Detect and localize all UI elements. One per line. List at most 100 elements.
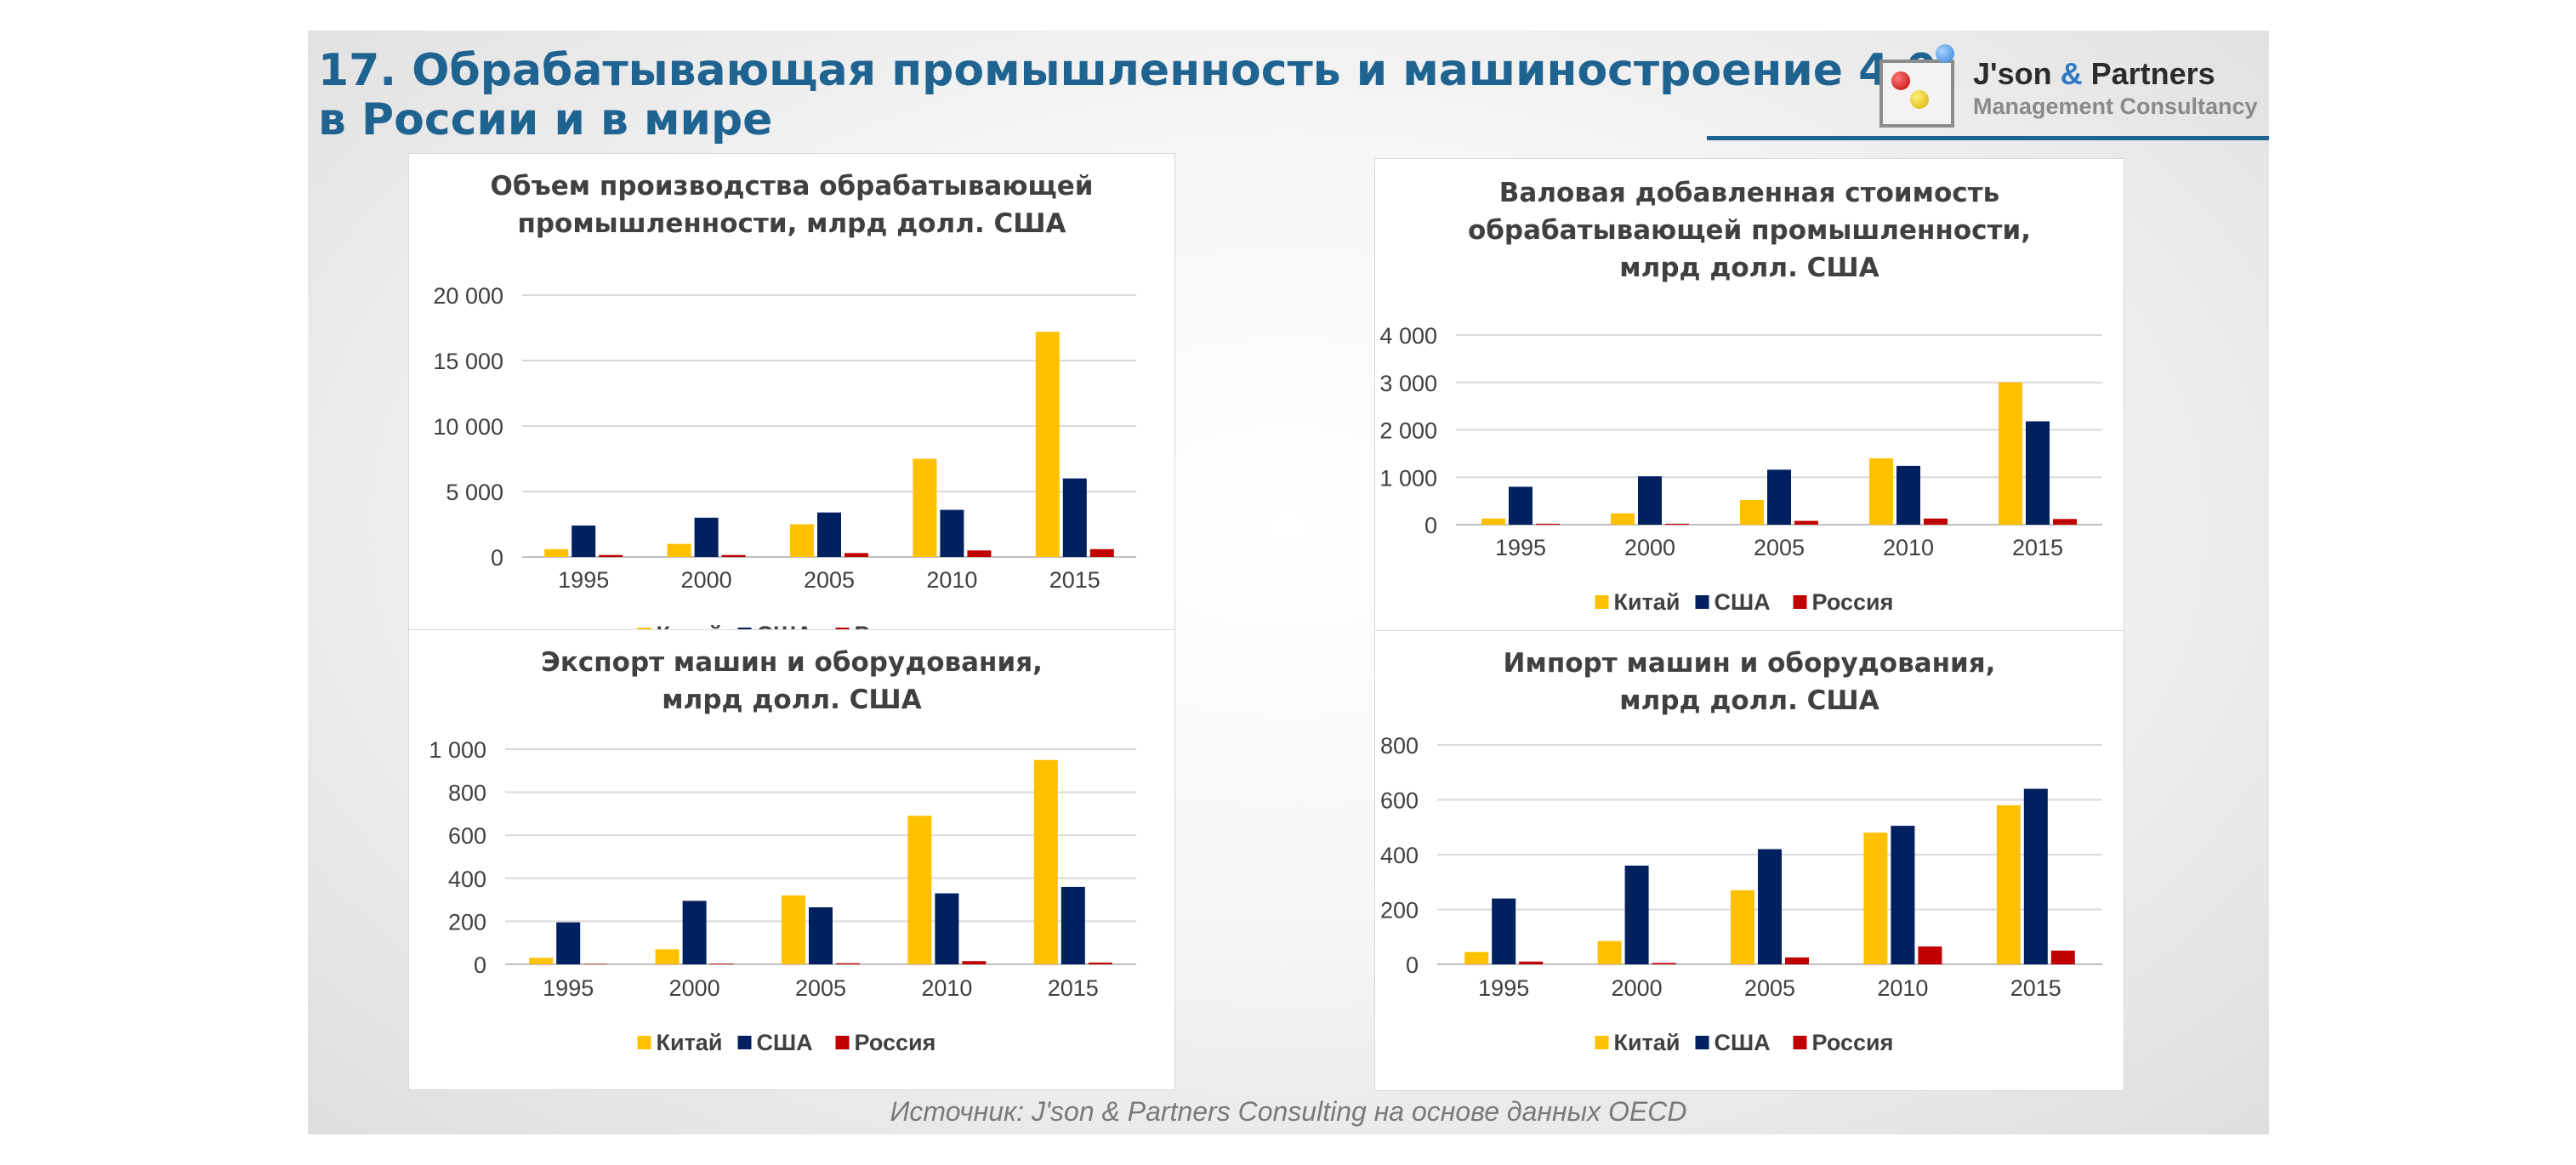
bar-usa — [1638, 476, 1662, 525]
bar-usa — [694, 517, 719, 557]
chart-title-line: млрд долл. США — [1619, 253, 1879, 283]
bar-china — [782, 895, 805, 964]
bar-usa — [2023, 788, 2048, 964]
bar-usa — [1061, 886, 1085, 964]
legend-label: Россия — [855, 1030, 936, 1055]
bar-usa — [571, 526, 596, 557]
bar-china — [655, 949, 680, 964]
x-tick-label: 2010 — [1877, 975, 1928, 1001]
y-tick-label: 0 — [1424, 513, 1437, 538]
bar-russia — [1918, 946, 1942, 964]
bar-russia — [1652, 963, 1676, 964]
logo-company-name: J'son & Partners — [1973, 56, 2215, 92]
bar-russia — [709, 963, 734, 964]
legend-label: Россия — [855, 622, 936, 630]
bar-russia — [1519, 961, 1544, 964]
logo-name-ampersand: & — [2060, 56, 2083, 91]
blue-ball-icon — [1936, 44, 1954, 63]
chart-production-volume-svg: Объем производства обрабатывающей промышл… — [433, 171, 1136, 630]
yellow-ball-icon — [1910, 90, 1929, 109]
legend-swatch-china — [637, 1036, 651, 1049]
bar-usa — [1891, 826, 1915, 964]
legend-label: Китай — [1614, 1030, 1680, 1055]
y-tick-label: 400 — [1380, 843, 1419, 868]
bar-china — [1740, 500, 1764, 525]
legend-label: США — [757, 1030, 813, 1055]
bar-china — [907, 816, 932, 964]
bar-china — [1731, 889, 1754, 964]
bar-usa — [940, 509, 964, 557]
x-tick-label: 2015 — [2010, 975, 2061, 1001]
bar-russia — [844, 553, 868, 557]
bar-usa — [1509, 486, 1533, 525]
red-ball-icon — [1891, 71, 1910, 90]
bar-usa — [682, 901, 707, 964]
bar-china — [1611, 513, 1635, 525]
bar-russia — [721, 554, 746, 557]
y-tick-label: 1 000 — [1379, 465, 1437, 491]
bar-russia — [967, 550, 992, 557]
x-tick-label: 2015 — [1049, 567, 1100, 593]
chart-title-line: млрд долл. США — [662, 685, 921, 715]
legend-label: Россия — [1812, 1030, 1894, 1055]
legend-swatch-russia — [1793, 595, 1807, 609]
y-tick-label: 0 — [474, 952, 486, 978]
y-tick-label: 10 000 — [433, 414, 503, 440]
chart-machinery-import-svg: Импорт машин и оборудования, млрд долл. С… — [1380, 648, 2102, 1055]
y-tick-label: 200 — [448, 909, 486, 935]
legend-label: США — [757, 622, 813, 630]
bar-usa — [935, 893, 959, 964]
chart-machinery-import: Импорт машин и оборудования, млрд долл. С… — [1374, 630, 2124, 1091]
chart-machinery-export-svg: Экспорт машин и оборудования, млрд долл. … — [429, 647, 1136, 1055]
legend-swatch-russia — [835, 628, 850, 630]
y-tick-label: 4 000 — [1379, 323, 1437, 349]
logo-name-main: J'son — [1973, 56, 2061, 91]
bar-china — [1597, 941, 1622, 964]
source-note: Источник: J'son & Partners Consulting на… — [890, 1096, 1687, 1127]
bar-china — [1481, 518, 1505, 525]
chart-gross-value-added-svg: Валовая добавленная стоимость обрабатываю… — [1379, 178, 2102, 615]
bar-usa — [1492, 898, 1516, 964]
bar-russia — [1794, 520, 1818, 525]
logo-subtitle: Management Consultancy — [1973, 94, 2258, 119]
bar-usa — [556, 922, 581, 964]
slide: 17. Обрабатывающая промышленность и маши… — [308, 31, 2269, 1134]
x-tick-label: 2005 — [1754, 535, 1805, 560]
bar-russia — [1785, 957, 1809, 964]
chart-title-line: обрабатывающей промышленности, — [1468, 215, 2031, 246]
bar-usa — [2026, 421, 2050, 525]
chart-title-line: млрд долл. США — [1619, 685, 1879, 716]
x-tick-label: 2005 — [795, 975, 846, 1001]
slide-title: 17. Обрабатывающая промышленность и маши… — [318, 45, 1937, 145]
chart-title-line: Валовая добавленная стоимость — [1499, 178, 1999, 208]
x-tick-label: 2000 — [681, 567, 732, 593]
y-tick-label: 600 — [1380, 788, 1419, 814]
x-tick-label: 2005 — [1744, 975, 1795, 1001]
bar-usa — [1062, 478, 1087, 557]
bar-russia — [1536, 523, 1560, 525]
x-tick-label: 2010 — [921, 975, 972, 1001]
bar-usa — [1624, 865, 1649, 964]
slide-title-line2: в России и в мире — [318, 94, 773, 145]
x-tick-label: 2010 — [926, 567, 977, 593]
slide-title-line1: 17. Обрабатывающая промышленность и маши… — [318, 45, 1937, 96]
bar-russia — [2053, 519, 2077, 525]
bar-russia — [1088, 962, 1112, 964]
x-tick-label: 2005 — [804, 567, 855, 593]
bar-china — [1869, 457, 1893, 525]
logo-name-end: Partners — [2082, 56, 2215, 91]
bar-usa — [1767, 469, 1791, 525]
bar-russia — [2050, 950, 2075, 964]
x-tick-label: 2000 — [1612, 975, 1663, 1001]
legend-label: США — [1714, 589, 1771, 615]
legend-label: Китай — [657, 622, 723, 630]
y-tick-label: 15 000 — [433, 349, 503, 374]
bar-china — [667, 543, 691, 557]
bar-russia — [1924, 518, 1948, 525]
bar-usa — [1758, 849, 1782, 964]
legend-swatch-usa — [1695, 595, 1709, 609]
chart-production-volume: Объем производства обрабатывающей промышл… — [408, 153, 1175, 631]
bar-russia — [962, 961, 987, 964]
legend-swatch-china — [1595, 1036, 1609, 1049]
bar-usa — [1896, 465, 1920, 525]
